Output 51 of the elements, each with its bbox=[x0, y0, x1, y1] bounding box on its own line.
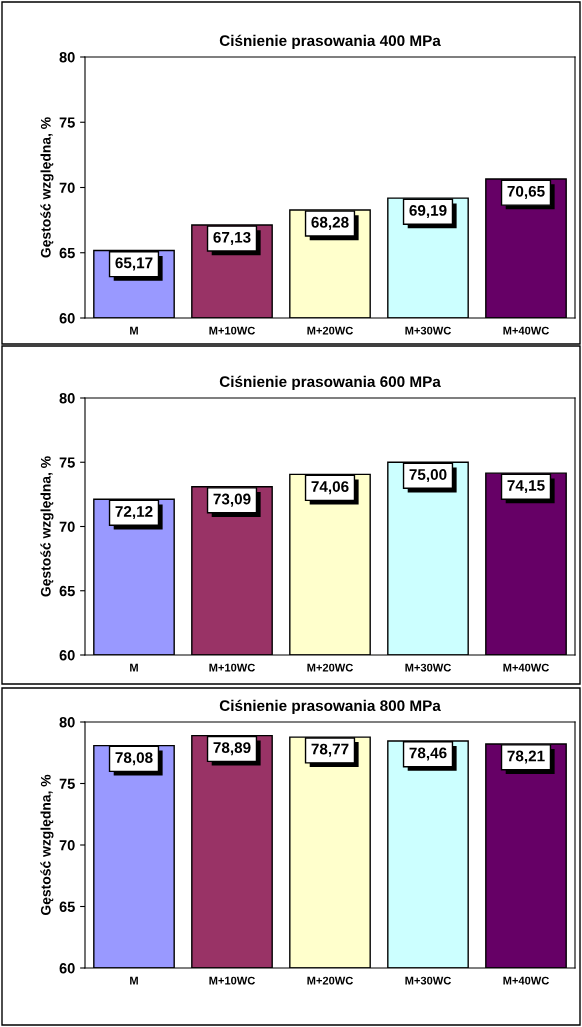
x-tick-label: M+30WC bbox=[405, 326, 451, 335]
data-label: 78,08 bbox=[115, 752, 153, 766]
x-tick-label: M+40WC bbox=[503, 976, 549, 985]
y-tick-label: 60 bbox=[59, 313, 75, 324]
y-tick-label: 65 bbox=[59, 901, 75, 912]
data-label: 65,17 bbox=[115, 257, 153, 271]
data-label: 74,15 bbox=[507, 480, 545, 494]
data-label: 72,12 bbox=[115, 506, 153, 520]
y-tick-label: 60 bbox=[59, 963, 75, 974]
chart-title: Ciśnienie prasowania 800 MPa bbox=[219, 699, 441, 715]
y-axis-title: Gęstość względna, % bbox=[40, 117, 54, 258]
data-label: 74,06 bbox=[311, 481, 349, 495]
x-tick-label: M+20WC bbox=[307, 326, 353, 335]
y-tick-label: 70 bbox=[59, 182, 75, 193]
data-label: 69,19 bbox=[409, 205, 447, 219]
x-tick-label: M+40WC bbox=[503, 663, 549, 672]
data-label: 75,00 bbox=[409, 469, 447, 483]
y-tick-label: 75 bbox=[59, 457, 75, 468]
x-tick-label: M+20WC bbox=[307, 976, 353, 985]
x-tick-label: M bbox=[130, 663, 138, 672]
y-tick-label: 80 bbox=[59, 393, 75, 404]
x-tick-label: M+30WC bbox=[405, 663, 451, 672]
y-tick-label: 65 bbox=[59, 247, 75, 259]
x-tick-label: M+10WC bbox=[209, 976, 255, 985]
data-label: 78,46 bbox=[409, 747, 447, 761]
x-tick-label: M+10WC bbox=[209, 326, 255, 335]
x-tick-label: M bbox=[130, 326, 138, 335]
chart-title: Ciśnienie prasowania 400 MPa bbox=[219, 34, 441, 50]
x-tick-label: M+20WC bbox=[307, 663, 353, 672]
x-tick-label: M+40WC bbox=[503, 326, 549, 335]
y-tick-label: 80 bbox=[59, 717, 75, 728]
data-label: 73,09 bbox=[213, 493, 251, 507]
y-tick-label: 70 bbox=[59, 840, 75, 851]
x-tick-label: M+30WC bbox=[405, 976, 451, 985]
x-tick-label: M bbox=[130, 976, 138, 985]
y-tick-label: 75 bbox=[59, 117, 75, 128]
data-label: 78,77 bbox=[311, 743, 349, 757]
data-label: 78,89 bbox=[213, 742, 251, 756]
y-tick-label: 70 bbox=[59, 521, 75, 532]
y-tick-label: 65 bbox=[59, 585, 75, 597]
y-tick-label: 80 bbox=[59, 52, 75, 63]
data-label: 68,28 bbox=[311, 216, 349, 230]
y-axis-title: Gęstość względna, % bbox=[40, 456, 54, 597]
y-tick-label: 60 bbox=[59, 650, 75, 661]
data-label: 78,21 bbox=[507, 750, 545, 764]
data-label: 70,65 bbox=[507, 185, 545, 199]
chart-title: Ciśnienie prasowania 600 MPa bbox=[219, 375, 441, 391]
x-tick-label: M+10WC bbox=[209, 663, 255, 672]
y-axis-title: Gęstość względna, % bbox=[40, 774, 54, 916]
data-label: 67,13 bbox=[213, 231, 251, 245]
y-tick-label: 75 bbox=[59, 778, 75, 789]
